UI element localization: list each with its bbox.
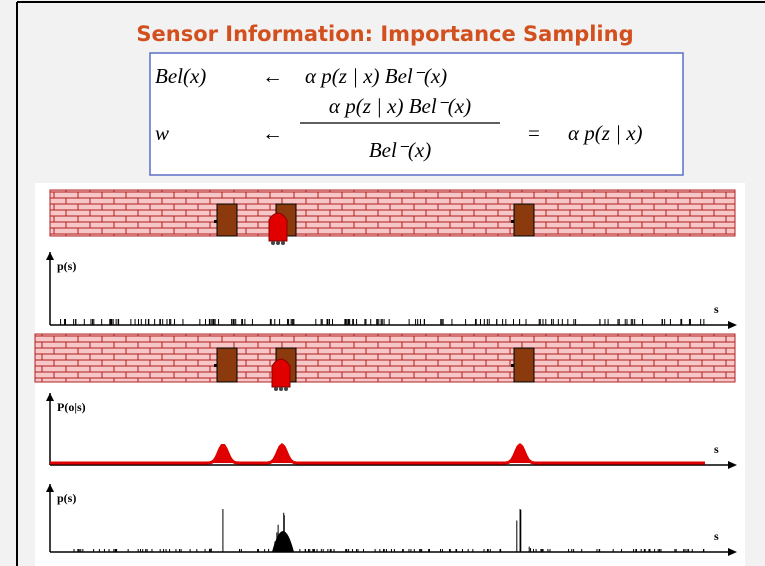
robot (269, 213, 287, 241)
x-axis-label: s (714, 442, 719, 456)
door-knob (214, 220, 217, 223)
x-axis-label: s (714, 529, 719, 543)
slide-canvas: Sensor Information: Importance Sampling … (0, 0, 765, 566)
robot-wheel (274, 387, 278, 391)
formula-equals: = (528, 121, 540, 145)
x-axis-label: s (714, 302, 719, 316)
robot-wheel (284, 387, 288, 391)
y-axis-label: P(o|s) (57, 400, 86, 414)
robot-wheel (281, 241, 285, 245)
door-knob (511, 364, 514, 367)
door (217, 348, 237, 382)
formula-denominator: Bel⁻(x) (369, 138, 431, 162)
formula-term: Bel(x) (155, 64, 206, 88)
robot-wheel (276, 241, 280, 245)
door (514, 348, 534, 382)
slide: Sensor Information: Importance Sampling … (0, 0, 765, 566)
door-knob (214, 364, 217, 367)
formula-numerator: α p(z | x) Bel⁻(x) (329, 94, 471, 118)
formula-arrow: ← (262, 64, 283, 88)
brick-wall (35, 334, 735, 382)
robot-wheel (279, 387, 283, 391)
formula-arrow: ← (262, 121, 283, 145)
robot (272, 359, 290, 387)
door (514, 204, 534, 236)
slide-title: Sensor Information: Importance Sampling (136, 22, 633, 46)
brick-wall (50, 190, 735, 236)
robot-wheel (271, 241, 275, 245)
door-knob (511, 220, 514, 223)
formula-term: α p(z | x) (568, 121, 643, 145)
formula-term: α p(z | x) Bel⁻(x) (305, 64, 447, 88)
door (217, 204, 237, 236)
y-axis-label: p(s) (57, 259, 76, 273)
y-axis-label: p(s) (57, 491, 76, 505)
formula-term: w (155, 121, 169, 145)
